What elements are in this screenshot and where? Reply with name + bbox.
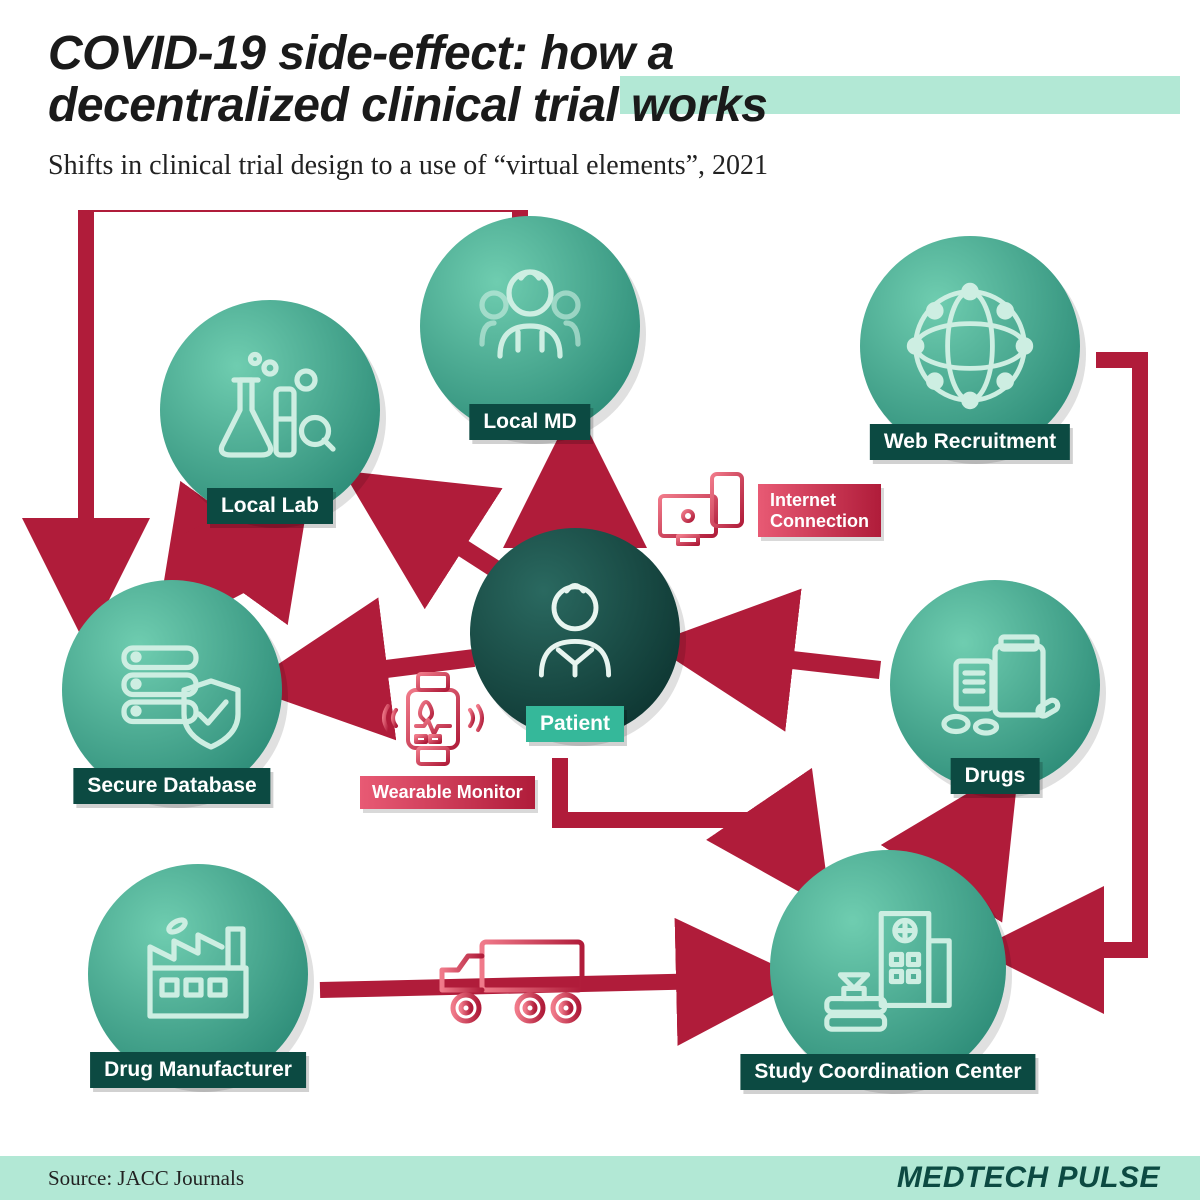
node-label: Local Lab — [207, 488, 333, 524]
node-label: Patient — [526, 706, 624, 742]
internet-label-l1: Internet — [770, 490, 836, 510]
globe-network-icon — [860, 236, 1080, 456]
node-local-lab: Local Lab — [160, 300, 380, 520]
node-secure-database: Secure Database — [62, 580, 282, 800]
factory-icon — [88, 864, 308, 1084]
node-drugs: Drugs — [890, 580, 1100, 790]
truck-icon — [420, 922, 620, 1037]
node-label: Local MD — [469, 404, 590, 440]
lab-flask-icon — [160, 300, 380, 520]
node-web-recruitment: Web Recruitment — [860, 236, 1080, 456]
database-shield-icon — [62, 580, 282, 800]
diagram-canvas: Local MD Web Recruitment — [0, 210, 1200, 1110]
hospital-books-icon — [770, 850, 1006, 1086]
page-title: COVID-19 side-effect: how a decentralize… — [48, 28, 767, 132]
internet-label: Internet Connection — [758, 484, 881, 537]
node-patient: Patient — [470, 528, 680, 738]
internet-label-l2: Connection — [770, 511, 869, 531]
title-line-2: decentralized clinical trial works — [48, 79, 767, 132]
node-label: Web Recruitment — [870, 424, 1070, 460]
internet-devices-icon — [650, 466, 760, 561]
title-line-1: COVID-19 side-effect: how a — [48, 27, 674, 80]
footer-bar: Source: JACC Journals MEDTECH PULSE — [0, 1156, 1200, 1200]
node-drug-manufacturer: Drug Manufacturer — [88, 864, 308, 1084]
node-label: Drugs — [951, 758, 1040, 794]
smartwatch-icon — [378, 662, 488, 787]
subtitle: Shifts in clinical trial design to a use… — [48, 150, 768, 182]
brand-logo: MEDTECH PULSE — [897, 1161, 1160, 1195]
node-label: Study Coordination Center — [740, 1054, 1035, 1090]
node-label: Drug Manufacturer — [90, 1052, 306, 1088]
source-label: Source: JACC Journals — [48, 1166, 244, 1191]
wearable-label: Wearable Monitor — [360, 776, 535, 809]
node-study-center: Study Coordination Center — [770, 850, 1006, 1086]
doctor-icon — [420, 216, 640, 436]
node-local-md: Local MD — [420, 216, 640, 436]
node-label: Secure Database — [73, 768, 270, 804]
